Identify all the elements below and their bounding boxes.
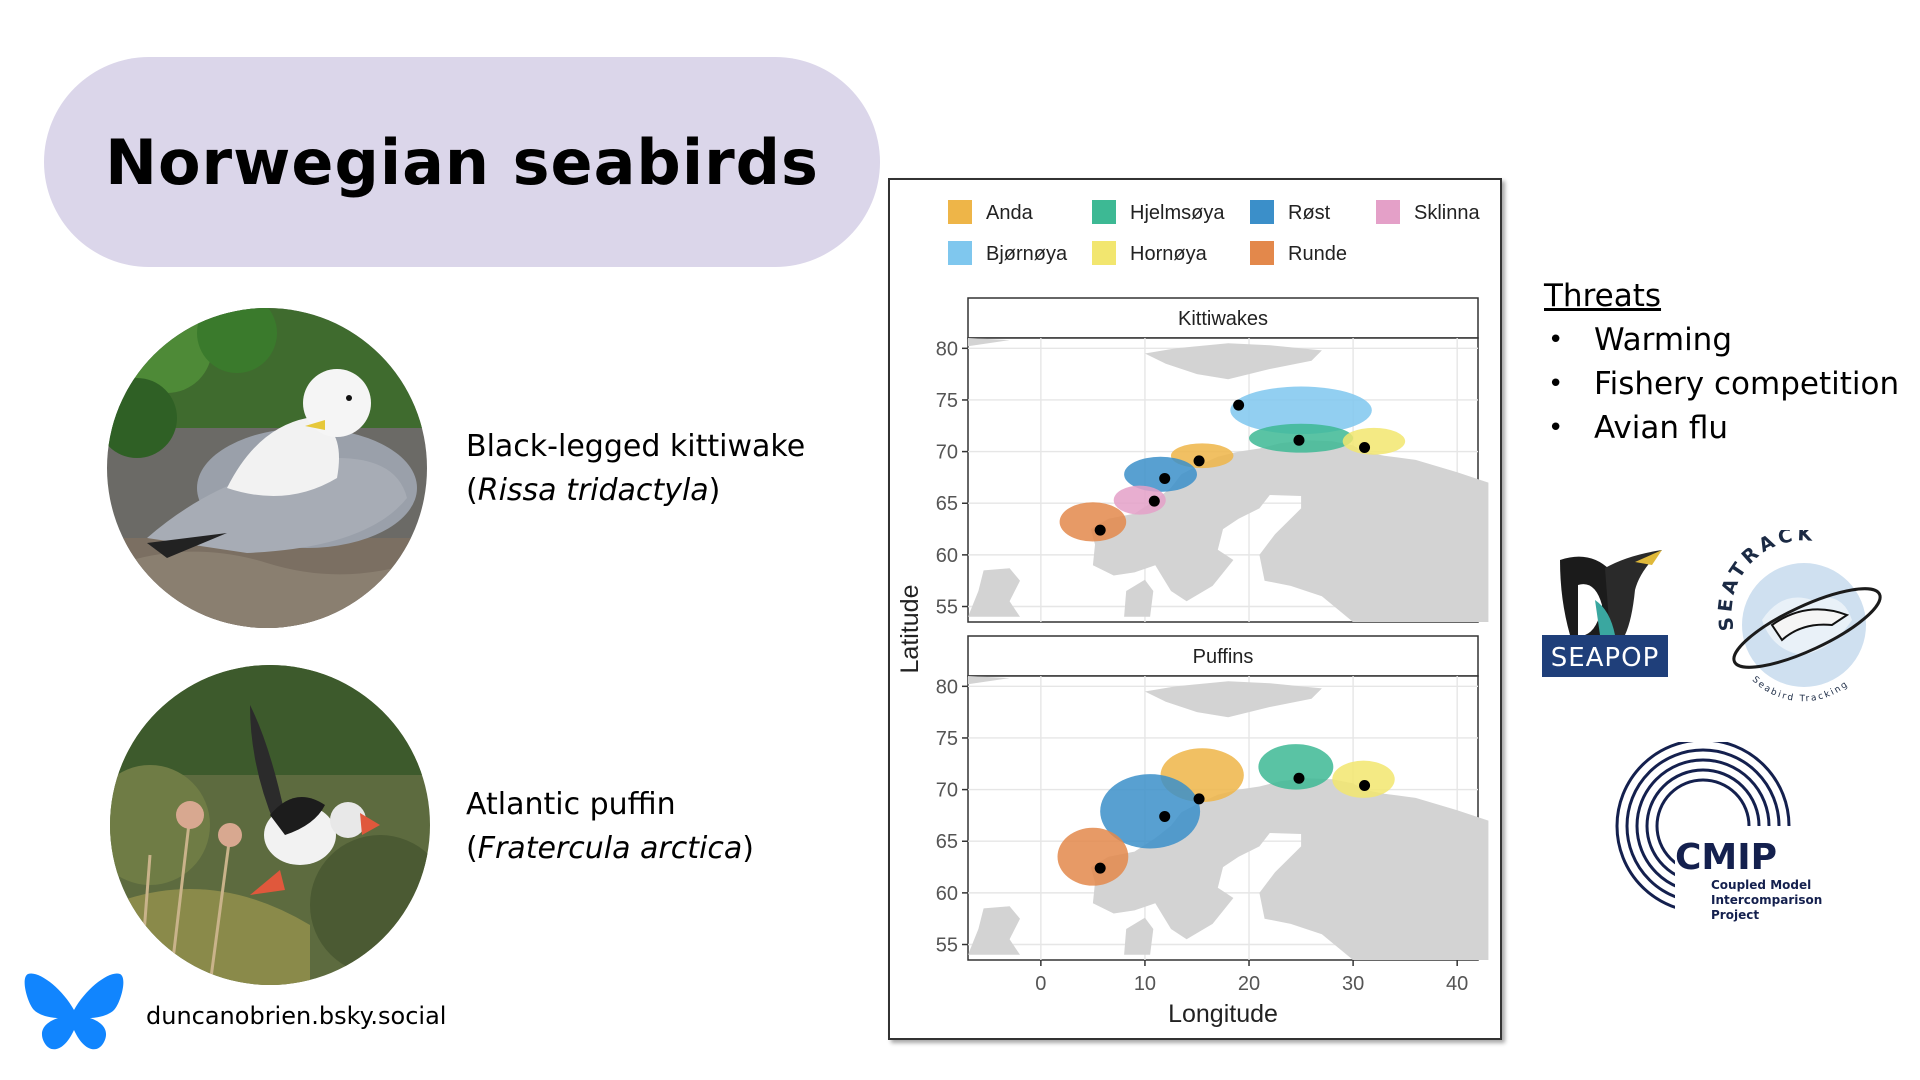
land-mass [968, 676, 1010, 685]
facet-strip [967, 297, 1479, 339]
colony-point-Hornøya [1359, 441, 1371, 453]
land-mass [968, 568, 1020, 617]
y-tick-label: 75 [936, 728, 958, 750]
svg-text:Coupled Model: Coupled Model [1711, 878, 1811, 892]
facet-title: Kittiwakes [1178, 308, 1268, 330]
facet-title: Puffins [1193, 646, 1254, 668]
y-tick-label: 60 [936, 545, 958, 567]
legend-swatch [1092, 241, 1116, 265]
y-tick-label: 80 [936, 676, 958, 698]
kittiwake-caption: Black-legged kittiwake (Rissa tridactyla… [466, 425, 805, 513]
legend-swatch [1250, 241, 1274, 265]
legend-swatch [1250, 200, 1274, 224]
legend-label: Hjelmsøya [1130, 202, 1225, 224]
y-tick-label: 75 [936, 390, 958, 412]
legend-label: Hornøya [1130, 243, 1208, 265]
y-tick-label: 70 [936, 442, 958, 464]
x-tick-label: 40 [1446, 973, 1468, 995]
land-mass [1144, 343, 1322, 380]
colony-point-Sklinna [1148, 495, 1160, 507]
colony-point-Anda [1193, 793, 1205, 805]
slide-title: Norwegian seabirds [105, 125, 819, 199]
range-ellipse-Hornøya [1342, 427, 1406, 455]
svg-text:Project: Project [1711, 908, 1759, 922]
land-mass [968, 906, 1020, 955]
legend-label: Sklinna [1414, 202, 1480, 224]
butterfly-icon [24, 970, 124, 1062]
puffin-caption: Atlantic puffin (Fratercula arctica) [466, 783, 754, 871]
y-axis-title: Latitude [896, 585, 924, 674]
legend-swatch [948, 200, 972, 224]
colony-point-Anda [1193, 455, 1205, 467]
colony-point-Hjelmsøya [1293, 434, 1305, 446]
threat-item: • Fishery competition [1548, 366, 1900, 402]
seatrack-logo: SEATRACK Seabird Tracking [1712, 523, 1897, 719]
threats-list: Threats • Warming • Fishery competition • A… [1544, 278, 1899, 450]
kittiwake-latin-name: Rissa tridactyla [477, 473, 709, 508]
range-ellipse-Runde [1057, 827, 1129, 886]
cmip-logo-text: CMIP [1675, 837, 1777, 878]
land-mass [968, 338, 1010, 347]
social-handle-text: duncanobrien.bsky.social [146, 1002, 447, 1030]
x-tick-label: 20 [1238, 973, 1260, 995]
threat-item: • Avian flu [1548, 410, 1729, 446]
chart-frame: Anda Hjelmsøya Røst Sklinna Bjørnøya Hornøya R… [888, 178, 1502, 1040]
y-tick-label: 60 [936, 883, 958, 905]
range-ellipse-Anda [1170, 443, 1234, 469]
x-tick-label: 0 [1035, 973, 1046, 995]
title-banner: Norwegian seabirds [44, 57, 880, 267]
legend-swatch [1376, 200, 1400, 224]
puffin-common-name: Atlantic puffin [466, 787, 676, 822]
puffin-photo [110, 665, 430, 985]
y-tick-label: 65 [936, 831, 958, 853]
threat-item: • Warming [1548, 322, 1733, 358]
seapop-logo: SEAPOP [1540, 550, 1670, 684]
legend-swatch [948, 241, 972, 265]
colony-point-Bjørnøya [1233, 399, 1245, 411]
threats-heading: Threats [1544, 278, 1662, 314]
legend-label: Anda [986, 202, 1034, 224]
y-tick-label: 65 [936, 493, 958, 515]
seapop-logo-text: SEAPOP [1551, 643, 1660, 673]
colony-point-Røst [1159, 810, 1171, 822]
land-mass [1124, 917, 1154, 955]
colony-point-Runde [1094, 862, 1106, 874]
range-ellipse-Røst [1124, 456, 1197, 492]
svg-text:Intercomparison: Intercomparison [1711, 893, 1822, 907]
range-ellipse-Hornøya [1332, 760, 1395, 798]
land-mass [1144, 681, 1322, 718]
colony-point-Hornøya [1359, 779, 1371, 791]
range-ellipse-Bjørnøya [1230, 386, 1372, 435]
cmip-logo: CMIP Coupled Model Intercomparison Proje… [1615, 738, 1825, 926]
x-axis-title: Longitude [1168, 1000, 1278, 1028]
y-tick-label: 55 [936, 935, 958, 957]
legend-label: Røst [1288, 202, 1331, 224]
y-tick-label: 55 [936, 597, 958, 619]
kittiwake-common-name: Black-legged kittiwake [466, 429, 806, 464]
puffin-latin-name: Fratercula arctica [477, 831, 743, 866]
land-mass [1090, 440, 1489, 622]
range-ellipse-Røst [1100, 774, 1201, 849]
legend-label: Runde [1288, 243, 1347, 265]
legend-swatch [1092, 200, 1116, 224]
colony-range-map-chart: Anda Hjelmsøya Røst Sklinna Bjørnøya Hornøya R… [896, 200, 1489, 1028]
social-handle: duncanobrien.bsky.social [24, 970, 446, 1062]
range-ellipse-Hjelmsøya [1258, 744, 1334, 790]
legend-label: Bjørnøya [986, 243, 1068, 265]
colony-point-Røst [1159, 472, 1171, 484]
kittiwake-photo [107, 308, 427, 628]
colony-point-Runde [1094, 524, 1106, 536]
y-tick-label: 80 [936, 338, 958, 360]
range-ellipse-Sklinna [1113, 485, 1166, 515]
colony-point-Hjelmsøya [1293, 772, 1305, 784]
range-ellipse-Runde [1059, 502, 1127, 542]
y-tick-label: 70 [936, 780, 958, 802]
land-mass [1124, 579, 1154, 617]
x-tick-label: 10 [1134, 973, 1156, 995]
x-tick-label: 30 [1342, 973, 1364, 995]
